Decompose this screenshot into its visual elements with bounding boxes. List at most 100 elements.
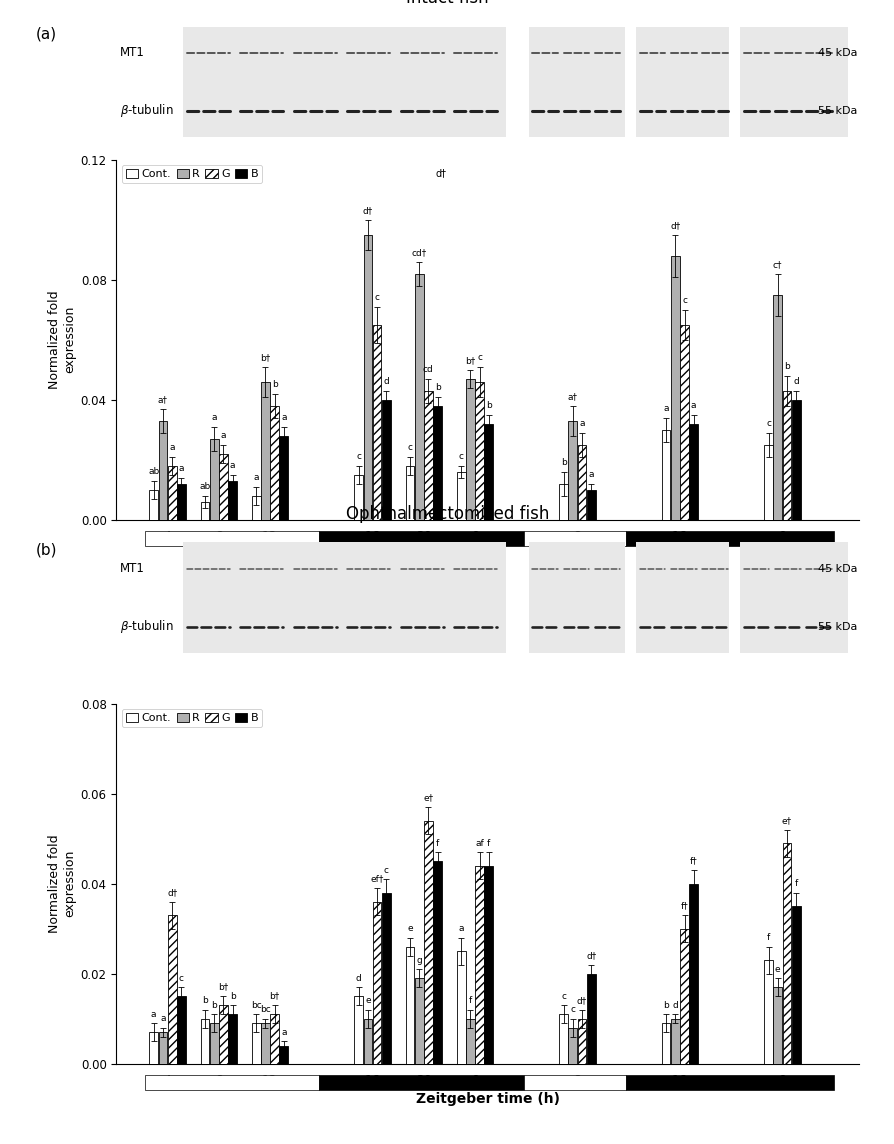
Text: cd†: cd† (411, 248, 426, 257)
Bar (568, 1027, 577, 1064)
Bar (279, 436, 288, 519)
Text: c: c (477, 353, 482, 363)
Text: a: a (281, 1027, 286, 1036)
Bar (270, 406, 279, 519)
Bar (228, 480, 237, 519)
Bar (636, 26, 729, 137)
Bar (475, 866, 484, 1064)
Bar (433, 406, 442, 519)
Text: c: c (561, 992, 566, 1001)
Text: 55 kDa: 55 kDa (817, 105, 856, 116)
Bar (183, 26, 506, 137)
Text: (a): (a) (36, 26, 57, 41)
Y-axis label: Normalized fold
expression: Normalized fold expression (48, 291, 76, 389)
Text: e: e (407, 924, 412, 934)
Legend: Cont., R, G, B: Cont., R, G, B (122, 165, 262, 183)
Text: a: a (221, 431, 226, 440)
Text: cd: cd (423, 365, 434, 374)
Text: f: f (794, 879, 797, 888)
Text: c: c (384, 866, 388, 874)
Text: e†: e† (423, 794, 433, 802)
Text: d: d (356, 974, 361, 983)
Text: 45 kDa: 45 kDa (817, 564, 856, 574)
Text: a: a (588, 470, 594, 479)
Text: a: a (662, 404, 668, 413)
Bar (209, 439, 218, 519)
Bar (559, 1015, 568, 1064)
Bar (772, 295, 781, 519)
Text: a†: a† (567, 392, 578, 402)
Text: b†: b† (465, 356, 475, 365)
Text: f: f (468, 996, 471, 1006)
Text: b†: b† (218, 983, 228, 992)
Bar (484, 866, 493, 1064)
Text: af: af (475, 839, 484, 848)
Text: d: d (671, 1001, 678, 1010)
Text: a: a (578, 419, 584, 428)
Text: d†: d† (670, 221, 679, 230)
Bar (149, 1032, 158, 1064)
Text: a: a (169, 443, 174, 452)
Bar (772, 987, 781, 1064)
Text: b: b (272, 380, 277, 389)
Text: a: a (211, 413, 216, 422)
Bar (167, 915, 176, 1064)
Text: d: d (792, 378, 798, 387)
Bar (414, 978, 423, 1064)
Bar (484, 423, 493, 519)
Bar (183, 542, 506, 653)
Bar (763, 445, 772, 519)
Bar (251, 496, 260, 519)
Text: d†: d† (586, 951, 595, 960)
Text: (b): (b) (36, 542, 57, 557)
Text: c: c (375, 293, 379, 302)
Bar (523, 531, 626, 546)
Bar (424, 820, 432, 1064)
Text: c†: c† (772, 260, 781, 269)
Bar (228, 1015, 237, 1064)
Bar (781, 391, 790, 519)
Bar (670, 1019, 679, 1064)
Bar (177, 484, 186, 519)
Text: b: b (485, 402, 491, 411)
Text: b: b (561, 459, 566, 467)
Text: Ophthalmectomized fish: Ophthalmectomized fish (345, 505, 549, 523)
Text: a: a (179, 464, 184, 474)
Text: b: b (230, 992, 235, 1001)
Bar (661, 430, 670, 519)
Bar (791, 400, 799, 519)
Bar (372, 325, 381, 519)
Bar (405, 466, 414, 519)
Text: 55 kDa: 55 kDa (817, 621, 856, 631)
Text: a: a (151, 1010, 156, 1018)
Bar (177, 996, 186, 1064)
Text: Intact fish: Intact fish (406, 0, 488, 7)
Bar (363, 235, 372, 519)
Bar (739, 26, 848, 137)
Bar (456, 471, 465, 519)
Text: f: f (486, 839, 490, 848)
Bar (586, 974, 595, 1064)
Text: g: g (416, 955, 422, 964)
Bar (626, 1074, 832, 1090)
Bar (466, 1019, 474, 1064)
Text: f: f (435, 839, 439, 848)
Bar (405, 947, 414, 1064)
Text: a: a (160, 1015, 165, 1023)
Bar (372, 901, 381, 1064)
Text: bc: bc (260, 1006, 271, 1015)
Bar (679, 325, 688, 519)
Text: c: c (179, 974, 183, 983)
Text: a: a (253, 474, 258, 483)
Bar (261, 1024, 269, 1064)
Text: a: a (690, 402, 696, 411)
Bar (433, 861, 442, 1064)
Text: f†: f† (689, 857, 696, 866)
Bar (586, 490, 595, 519)
Bar (475, 382, 484, 519)
Bar (636, 542, 729, 653)
Text: c: c (407, 443, 412, 452)
X-axis label: Zeitgeber time (h): Zeitgeber time (h) (416, 1093, 559, 1106)
Bar (318, 1074, 523, 1090)
Text: b: b (202, 996, 207, 1006)
